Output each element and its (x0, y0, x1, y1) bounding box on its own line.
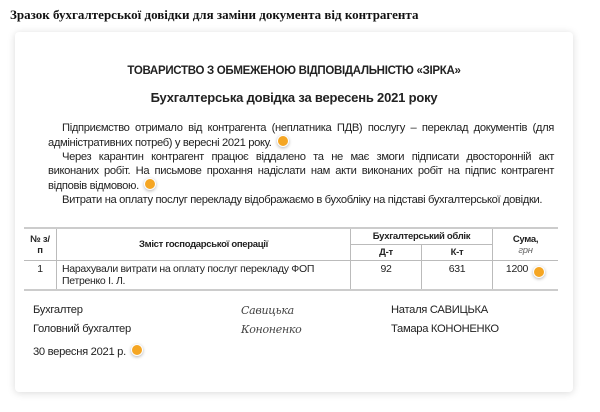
signature-role: Головний бухгалтер (33, 323, 131, 335)
date-text: 30 вересня 2021 р. (33, 346, 126, 358)
cell-content: Нарахували витрати на оплату послуг пере… (56, 260, 351, 291)
paragraph-text: Через карантин контрагент працює віддале… (48, 151, 554, 192)
cell-num: 1 (24, 260, 57, 291)
header-sum: Сума, грн (492, 227, 558, 261)
paragraph-text: Витрати на оплату послуг перекладу відоб… (62, 194, 543, 206)
cell-debit: 92 (350, 260, 422, 291)
cell-sum: 1200 (492, 260, 558, 291)
cell-credit: 631 (421, 260, 493, 291)
signature-role: Бухгалтер (33, 304, 83, 316)
signatory-name: Тамара КОНОНЕНКО (391, 323, 499, 335)
paragraph: Витрати на оплату послуг перекладу відоб… (48, 193, 554, 207)
sum-value: 1200 (505, 263, 529, 275)
table-row: 1 Нарахували витрати на оплату послуг пе… (24, 260, 558, 291)
signatory-name: Наталя САВИЦЬКА (391, 304, 488, 316)
page-title: Зразок бухгалтерської довідки для заміни… (10, 7, 419, 22)
handwritten-signature: Савицька (241, 304, 294, 317)
header-accounting: Бухгалтерський облік (350, 227, 493, 245)
header-sum-unit: грн (518, 244, 533, 256)
document-body: Підприємство отримало від контрагента (н… (48, 121, 554, 207)
handwritten-signature: Кононенко (241, 323, 302, 336)
document-date: 30 вересня 2021 р. (33, 344, 143, 358)
annotation-marker-icon[interactable] (276, 135, 289, 147)
header-content: Зміст господарської операції (56, 227, 351, 261)
annotation-marker-icon[interactable] (130, 344, 143, 356)
organization-name: ТОВАРИСТВО З ОБМЕЖЕНОЮ ВІДПОВІДАЛЬНІСТЮ … (127, 65, 461, 77)
annotation-marker-icon[interactable] (143, 178, 156, 190)
header-debit: Д-т (350, 244, 422, 261)
annotation-marker-icon[interactable] (533, 266, 546, 278)
header-num: № з/п (24, 227, 57, 261)
document-card: ТОВАРИСТВО З ОБМЕЖЕНОЮ ВІДПОВІДАЛЬНІСТЮ … (15, 32, 573, 392)
document-title: Бухгалтерська довідка за вересень 2021 р… (150, 90, 438, 105)
paragraph-text: Підприємство отримало від контрагента (н… (48, 122, 554, 149)
paragraph: Через карантин контрагент працює віддале… (48, 150, 554, 193)
paragraph: Підприємство отримало від контрагента (н… (48, 121, 554, 150)
header-credit: К-т (421, 244, 493, 261)
header-sum-label: Сума, (512, 233, 539, 245)
operations-table: № з/п Зміст господарської операції Бухга… (24, 227, 558, 291)
